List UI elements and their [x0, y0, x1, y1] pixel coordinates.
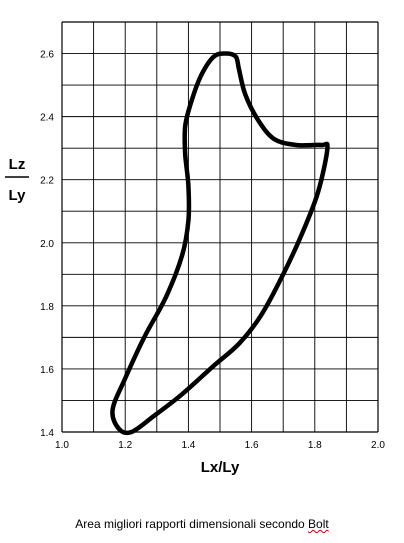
y-axis-label-denominator: Ly	[9, 187, 27, 204]
grid	[61, 21, 379, 433]
y-tick-label: 2.6	[40, 50, 54, 61]
y-tick-label: 2.4	[40, 113, 54, 124]
data-curve	[110, 51, 330, 436]
x-tick-label: 1.8	[308, 440, 322, 451]
x-tick-label: 1.0	[55, 440, 69, 451]
x-axis-label: Lx/Ly	[201, 459, 240, 476]
x-tick-label: 1.6	[245, 440, 259, 451]
y-tick-label: 1.6	[40, 365, 54, 376]
y-axis-label-numerator: Lz	[9, 156, 26, 173]
chart: 1.0 1.2 1.4 1.6 1.8 2.0 1.4 1.6 1.8 2.0 2.2 2.4 2.6…	[5, 21, 385, 476]
y-tick-label: 2.0	[40, 239, 54, 250]
figure-caption: Area migliori rapporti dimensionali seco…	[0, 517, 404, 531]
y-tick-labels: 1.4 1.6 1.8 2.0 2.2 2.4 2.6	[40, 50, 54, 439]
x-tick-label: 1.4	[181, 440, 195, 451]
x-tick-label: 1.2	[118, 440, 132, 451]
x-tick-label: 2.0	[371, 440, 385, 451]
x-tick-labels: 1.0 1.2 1.4 1.6 1.8 2.0	[55, 440, 385, 451]
y-tick-label: 2.2	[40, 176, 54, 187]
y-tick-label: 1.4	[40, 428, 54, 439]
caption-text: Area migliori rapporti dimensionali seco…	[75, 517, 309, 531]
y-tick-label: 1.8	[40, 302, 54, 313]
caption-underlined-word: Bolt	[308, 517, 329, 531]
